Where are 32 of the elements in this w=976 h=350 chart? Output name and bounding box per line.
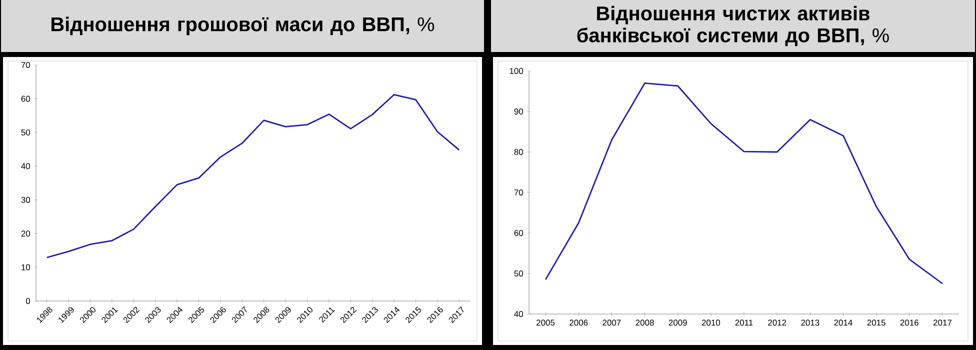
y-tick-label: 40 [21, 163, 30, 170]
y-tick-label: 70 [21, 62, 30, 68]
y-tick-label: 0 [26, 298, 30, 304]
x-tick-label: 2005 [536, 320, 555, 326]
y-tick-label: 50 [514, 270, 524, 276]
x-tick-label: 2012 [768, 320, 786, 326]
x-tick-label: 2016 [900, 320, 918, 326]
y-tick-label: 60 [21, 96, 30, 102]
y-tick-label: 70 [514, 190, 524, 196]
chart-title: Відношення грошової маси до ВВП, % [52, 16, 434, 36]
x-tick-label: 2011 [735, 320, 753, 326]
x-tick-label: 2014 [834, 320, 852, 326]
x-tick-label: 2008 [636, 320, 654, 326]
x-tick-label: 2013 [801, 320, 820, 326]
y-tick-label: 100 [510, 68, 524, 74]
y-tick-label: 90 [514, 108, 524, 114]
x-tick-label: 2007 [602, 320, 621, 326]
x-tick-label: 2009 [668, 320, 687, 326]
y-tick-label: 20 [21, 230, 30, 237]
x-tick-label: 2017 [933, 320, 952, 326]
chart-title: Відношення чистих активів банківської системи до ВВП, % [577, 6, 889, 46]
x-tick-label: 2010 [702, 320, 720, 326]
y-tick-label: 60 [514, 230, 524, 236]
line-series [544, 82, 944, 284]
y-tick-label: 50 [21, 129, 30, 136]
y-tick-label: 80 [514, 149, 524, 155]
y-tick-label: 10 [22, 264, 30, 270]
x-tick-label: 2006 [570, 320, 588, 326]
y-tick-label: 40 [514, 311, 524, 317]
y-tick-label: 30 [21, 196, 30, 203]
x-tick-label: 2015 [867, 320, 886, 326]
line-series [46, 94, 460, 258]
